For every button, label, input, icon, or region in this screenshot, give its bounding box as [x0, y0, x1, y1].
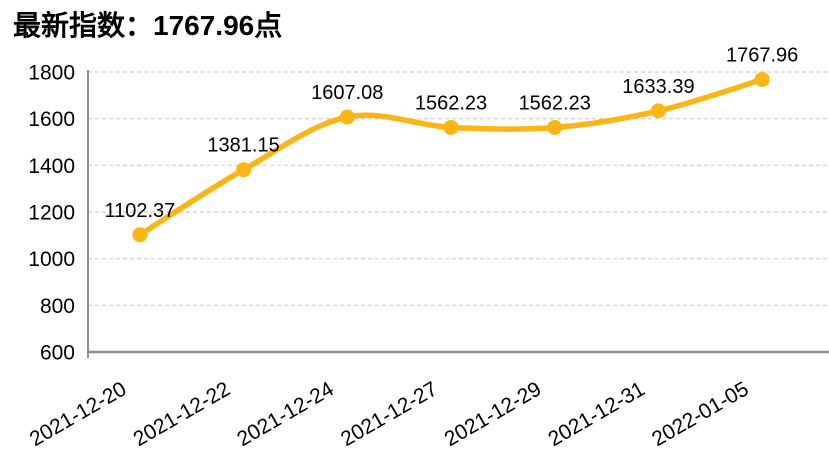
x-tick-label: 2021-12-24 [233, 377, 338, 451]
x-tick-label: 2021-12-29 [441, 377, 546, 451]
x-tick-label: 2021-12-31 [544, 377, 649, 451]
x-tick-label: 2021-12-22 [130, 377, 235, 451]
y-tick-label: 800 [40, 295, 75, 318]
x-tick-label: 2021-12-27 [337, 377, 442, 451]
data-point-label: 1562.23 [519, 92, 591, 114]
data-point-label: 1633.39 [622, 76, 694, 98]
data-point-marker [650, 103, 666, 119]
data-point-marker [339, 109, 355, 125]
data-point-marker [132, 227, 148, 243]
data-point-marker [443, 119, 459, 135]
data-point-label: 1102.37 [104, 200, 175, 222]
y-tick-label: 600 [40, 342, 75, 365]
data-point-label: 1767.96 [726, 44, 798, 66]
chart-title: 最新指数：1767.96点 [13, 10, 283, 41]
data-point-marker [236, 162, 252, 178]
y-tick-label: 1600 [28, 108, 75, 131]
y-tick-label: 1000 [28, 248, 75, 271]
data-point-marker [547, 119, 563, 135]
x-tick-label: 2022-01-05 [648, 377, 753, 451]
x-tick-label: 2021-12-20 [26, 377, 131, 451]
y-tick-label: 1800 [28, 62, 75, 85]
data-point-label: 1562.23 [415, 92, 487, 114]
data-point-marker [754, 71, 770, 87]
data-point-label: 1381.15 [207, 135, 279, 157]
y-tick-label: 1200 [28, 202, 75, 225]
data-point-label: 1607.08 [311, 82, 383, 104]
y-tick-label: 1400 [28, 155, 75, 178]
